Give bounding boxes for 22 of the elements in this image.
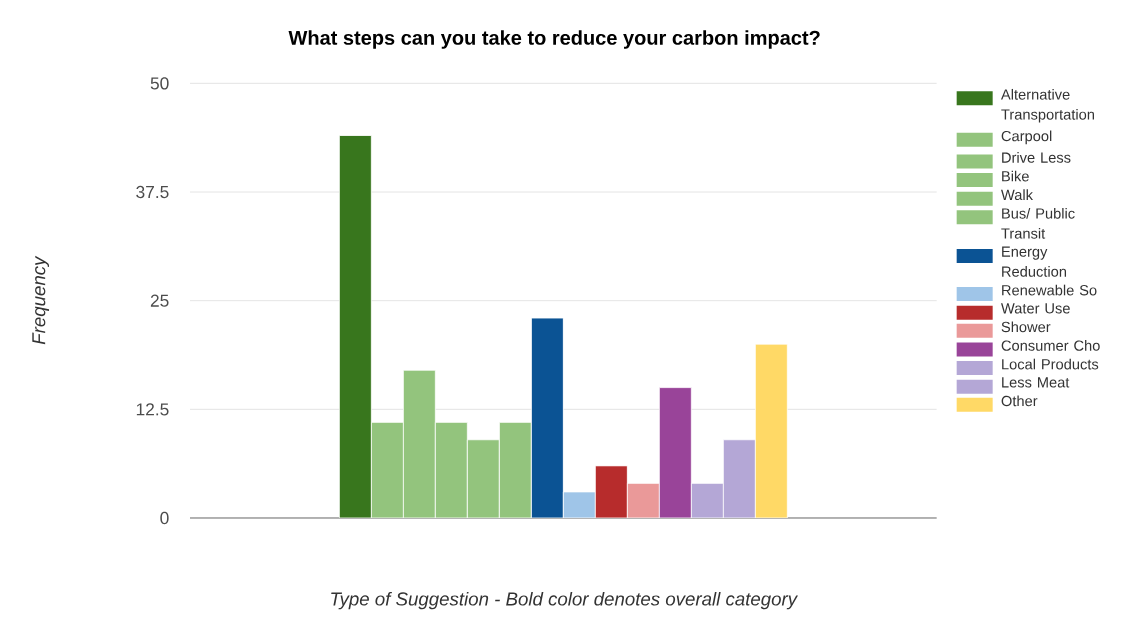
legend-label: Local Products xyxy=(1002,358,1099,370)
legend-label: Water Use xyxy=(1001,303,1070,314)
legend-label: Carpool xyxy=(1001,130,1052,145)
legend-label: Alternative Transportation xyxy=(1000,88,1094,123)
legend-label: Bike xyxy=(1002,170,1029,182)
legend-label: Consumer Cho xyxy=(1001,340,1100,351)
y-axis-title: Frequency xyxy=(32,255,50,345)
legend-label: Other xyxy=(1001,395,1038,407)
chart-title: What steps can you take to reduce your carbon impact? xyxy=(288,30,820,49)
legend-label: Energy Reduction xyxy=(1002,246,1067,277)
y-tick-label: 0 xyxy=(160,511,169,525)
legend-label: Renewable So xyxy=(1002,284,1097,296)
y-tick-label: 37.5 xyxy=(136,185,169,199)
legend-label: Drive Less xyxy=(1002,152,1071,163)
legend-label: Less Meat xyxy=(1002,377,1070,388)
legend-label: Walk xyxy=(1001,189,1034,201)
y-tick-label: 25 xyxy=(150,294,169,307)
y-tick-label: 50 xyxy=(150,77,169,90)
x-axis-title: Type of Suggestion - Bold color denotes overall category xyxy=(331,591,798,610)
y-tick-label: 12.5 xyxy=(136,403,169,416)
legend-label: Shower xyxy=(1001,321,1051,333)
legend-label: Bus/ Public Transit xyxy=(1001,207,1075,239)
